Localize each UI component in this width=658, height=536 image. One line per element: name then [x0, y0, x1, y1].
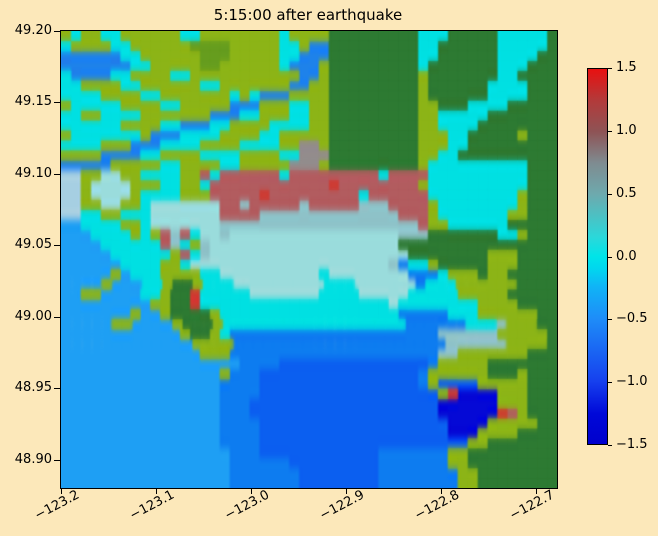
- y-tick-mark: [54, 388, 60, 390]
- colorbar-tick-mark: [608, 382, 612, 384]
- colorbar-tick-label: −0.5: [616, 311, 648, 327]
- y-tick-label: 48.90: [14, 451, 52, 467]
- y-tick-mark: [54, 102, 60, 104]
- colorbar-tick-mark: [608, 445, 612, 446]
- y-tick-mark: [54, 459, 60, 461]
- colorbar-tick-mark: [608, 319, 612, 321]
- x-tick-mark: [346, 488, 348, 494]
- colorbar-tick-label: −1.5: [616, 437, 648, 452]
- y-tick-label: 49.10: [14, 165, 52, 181]
- plot-title: 5:15:00 after earthquake: [213, 6, 403, 24]
- x-tick-label: −123.0: [222, 487, 272, 524]
- y-tick-label: 49.05: [14, 237, 52, 253]
- x-tick-label: −122.7: [507, 487, 557, 524]
- y-tick-label: 49.00: [14, 308, 52, 324]
- x-tick-label: −122.9: [317, 487, 367, 524]
- y-tick-mark: [54, 245, 60, 247]
- x-tick-mark: [441, 488, 443, 494]
- x-tick-label: −122.8: [412, 487, 462, 524]
- y-tick-label: 49.20: [14, 23, 52, 38]
- x-tick-mark: [536, 488, 538, 494]
- y-tick-mark: [54, 173, 60, 175]
- colorbar-tick-label: −1.0: [616, 374, 648, 390]
- x-tick-mark: [251, 488, 253, 494]
- colorbar-gradient: [588, 69, 607, 444]
- colorbar-tick-label: 0.5: [616, 185, 637, 201]
- x-tick-label: −123.1: [127, 487, 177, 524]
- map-plot-area: [60, 30, 558, 489]
- colorbar-tick-mark: [608, 256, 612, 258]
- colorbar-tick-label: 1.5: [616, 60, 637, 75]
- y-tick-mark: [54, 31, 60, 32]
- map-canvas: [61, 31, 557, 488]
- y-tick-mark: [54, 316, 60, 318]
- x-tick-label: −123.2: [32, 487, 82, 524]
- y-tick-label: 48.95: [14, 380, 52, 396]
- x-tick-mark: [61, 488, 63, 494]
- colorbar-tick-label: 1.0: [616, 122, 637, 138]
- colorbar-tick-mark: [608, 130, 612, 132]
- x-tick-mark: [156, 488, 158, 494]
- y-tick-label: 49.15: [14, 94, 52, 110]
- colorbar-tick-mark: [608, 193, 612, 195]
- colorbar-tick-mark: [608, 68, 612, 69]
- colorbar-tick-label: 0.0: [616, 248, 637, 264]
- colorbar: [587, 68, 608, 445]
